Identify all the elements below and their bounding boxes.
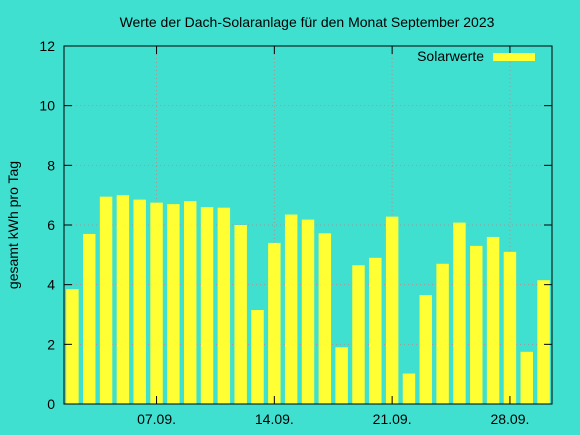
bar-day-9: [183, 201, 197, 404]
y-tick-label: 2: [47, 336, 55, 352]
legend-swatch: [493, 53, 535, 61]
bar-day-16: [301, 219, 315, 404]
bar-day-12: [234, 225, 247, 404]
bar-day-30: [537, 280, 550, 404]
bar-day-20: [369, 257, 382, 404]
y-tick-label: 6: [47, 217, 55, 233]
x-tick-label: 21.09.: [373, 411, 412, 427]
bar-day-6: [133, 199, 146, 404]
x-tick-label: 07.09.: [137, 411, 176, 427]
y-tick-label: 10: [39, 98, 55, 114]
bar-day-21: [385, 216, 399, 404]
bar-day-28: [503, 251, 517, 404]
y-tick-label: 0: [47, 396, 55, 412]
bar-day-26: [470, 245, 483, 404]
bar-day-17: [318, 233, 332, 404]
bar-day-19: [352, 265, 365, 404]
y-axis-ticks: 0 2 4 6 8 10 12: [39, 38, 552, 412]
bar-day-29: [520, 351, 533, 404]
bar-day-2: [66, 289, 79, 404]
bar-day-8: [167, 204, 180, 404]
bar-day-18: [335, 347, 348, 404]
legend-label: Solarwerte: [417, 48, 484, 64]
bar-day-13: [251, 310, 264, 404]
y-tick-label: 4: [47, 277, 55, 293]
y-axis-label: gesamt kWh pro Tag: [5, 161, 21, 289]
bar-day-24: [436, 263, 449, 404]
bar-day-5: [116, 195, 130, 404]
bar-day-23: [419, 295, 433, 404]
bar-day-7: [150, 202, 163, 404]
bar-day-10: [200, 207, 214, 404]
x-tick-label: 14.09.: [255, 411, 294, 427]
x-axis-ticks: 07.09. 14.09. 21.09. 28.09.: [137, 46, 529, 427]
bars: [66, 195, 550, 404]
bar-day-11: [217, 207, 231, 404]
bar-day-22: [402, 373, 416, 404]
chart-title: Werte der Dach-Solaranlage für den Monat…: [120, 14, 495, 30]
bar-day-4: [99, 196, 113, 404]
bar-day-25: [453, 222, 466, 404]
y-tick-label: 8: [47, 157, 55, 173]
x-tick-label: 28.09.: [490, 411, 529, 427]
y-tick-label: 12: [39, 38, 55, 54]
bar-day-27: [486, 236, 500, 404]
bar-day-15: [284, 214, 298, 404]
bar-day-3: [83, 233, 96, 404]
bar-day-14: [268, 242, 281, 404]
legend: Solarwerte: [417, 48, 535, 64]
